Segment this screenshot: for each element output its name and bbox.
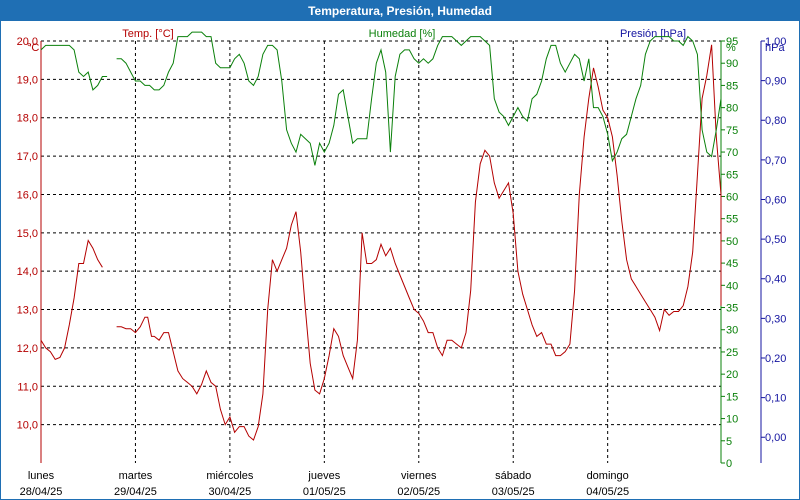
humidity-tick-label: 20 bbox=[726, 369, 738, 381]
humidity-unit-label: % bbox=[726, 42, 736, 54]
pressure-tick-label: 0,00 bbox=[765, 432, 786, 444]
humidity-tick-label: 15 bbox=[726, 391, 738, 403]
pressure-tick-label: 0,70 bbox=[765, 155, 786, 167]
temperature-tick-label: 20,0 bbox=[17, 36, 38, 48]
humidity-tick-label: 10 bbox=[726, 414, 738, 426]
humidity-tick-label: 35 bbox=[726, 303, 738, 315]
humidity-tick-label: 55 bbox=[726, 214, 738, 226]
x-tick-day-label: miércoles bbox=[206, 470, 254, 482]
legend-humidity: Humedad [%] bbox=[369, 28, 436, 40]
humidity-tick-label: 45 bbox=[726, 258, 738, 270]
temperature-tick-label: 15,0 bbox=[17, 228, 38, 240]
humidity-tick-label: 95 bbox=[726, 36, 738, 48]
humidity-tick-label: 65 bbox=[726, 169, 738, 181]
humidity-tick-label: 50 bbox=[726, 236, 738, 248]
pressure-unit-label: hPa bbox=[765, 42, 785, 54]
title-bar: Temperatura, Presión, Humedad bbox=[1, 1, 799, 21]
pressure-tick-label: 0,10 bbox=[765, 393, 786, 405]
humidity-tick-label: 75 bbox=[726, 125, 738, 137]
temperature-tick-label: 16,0 bbox=[17, 189, 38, 201]
humidity-tick-label: 25 bbox=[726, 347, 738, 359]
temperature-series-line bbox=[116, 44, 722, 441]
legend-temperature: Temp. [°C] bbox=[122, 28, 173, 40]
x-tick-date-label: 01/05/25 bbox=[303, 486, 346, 498]
x-tick-date-label: 02/05/25 bbox=[397, 486, 440, 498]
x-tick-date-label: 04/05/25 bbox=[586, 486, 629, 498]
humidity-tick-label: 0 bbox=[726, 458, 732, 470]
x-tick-date-label: 03/05/25 bbox=[492, 486, 535, 498]
x-tick-day-label: lunes bbox=[28, 470, 55, 482]
temperature-tick-label: 14,0 bbox=[17, 266, 38, 278]
humidity-tick-label: 30 bbox=[726, 325, 738, 337]
x-tick-date-label: 29/04/25 bbox=[114, 486, 157, 498]
temperature-tick-label: 18,0 bbox=[17, 113, 38, 125]
humidity-series-line bbox=[116, 31, 722, 166]
x-tick-date-label: 30/04/25 bbox=[208, 486, 251, 498]
temperature-series-line bbox=[40, 239, 103, 361]
temperature-tick-label: 11,0 bbox=[17, 381, 38, 393]
x-tick-day-label: domingo bbox=[587, 470, 629, 482]
humidity-tick-label: 60 bbox=[726, 191, 738, 203]
x-tick-day-label: jueves bbox=[307, 470, 340, 482]
x-tick-date-label: 28/04/25 bbox=[20, 486, 63, 498]
x-tick-day-label: viernes bbox=[401, 470, 437, 482]
x-tick-day-label: martes bbox=[119, 470, 153, 482]
x-tick-day-label: sábado bbox=[495, 470, 531, 482]
pressure-tick-label: 0,30 bbox=[765, 313, 786, 325]
pressure-tick-label: 0,60 bbox=[765, 194, 786, 206]
temperature-tick-label: 19,0 bbox=[17, 74, 38, 86]
humidity-tick-label: 90 bbox=[726, 58, 738, 70]
pressure-tick-label: 0,20 bbox=[765, 353, 786, 365]
pressure-tick-label: 1,00 bbox=[765, 36, 786, 48]
temperature-tick-label: 17,0 bbox=[17, 151, 38, 163]
temperature-tick-label: 10,0 bbox=[17, 420, 38, 432]
temperature-tick-label: 13,0 bbox=[17, 305, 38, 317]
temperature-unit-label: °C bbox=[27, 42, 39, 54]
humidity-tick-label: 80 bbox=[726, 103, 738, 115]
humidity-tick-label: 70 bbox=[726, 147, 738, 159]
humidity-tick-label: 85 bbox=[726, 80, 738, 92]
pressure-tick-label: 0,80 bbox=[765, 115, 786, 127]
humidity-tick-label: 5 bbox=[726, 436, 732, 448]
pressure-tick-label: 0,90 bbox=[765, 76, 786, 88]
pressure-tick-label: 0,50 bbox=[765, 234, 786, 246]
humidity-tick-label: 40 bbox=[726, 280, 738, 292]
pressure-tick-label: 0,40 bbox=[765, 274, 786, 286]
temperature-tick-label: 12,0 bbox=[17, 343, 38, 355]
humidity-series-line bbox=[40, 44, 108, 91]
